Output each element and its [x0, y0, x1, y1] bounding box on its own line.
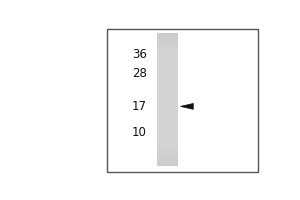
Bar: [107, 29, 258, 172]
Text: 28: 28: [132, 67, 147, 80]
Text: 10: 10: [132, 126, 147, 139]
Text: 17: 17: [132, 100, 147, 113]
Polygon shape: [181, 103, 193, 109]
Text: 36: 36: [132, 48, 147, 61]
Bar: [157, 104, 178, 109]
